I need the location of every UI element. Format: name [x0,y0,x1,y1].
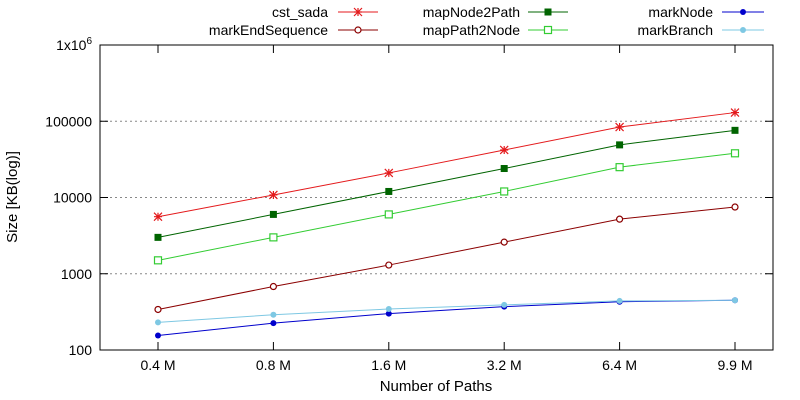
data-point [154,233,162,241]
x-tick-label: 1.6 M [371,357,406,373]
series-line [157,112,736,218]
legend-item-markEndSequence: markEndSequence [209,22,378,38]
series-mapNode2Path [154,126,739,241]
data-point [499,145,509,155]
data-point [730,108,740,117]
y-tick-label: 1000 [61,266,92,282]
y-tick-label: 100000 [45,113,92,129]
legend-item-cst_sada: cst_sada [272,4,378,20]
legend-label: mapNode2Path [423,4,520,20]
y-tick-label: 10000 [53,190,92,206]
data-point [385,261,393,269]
x-tick-label: 9.9 M [717,357,752,373]
y-tick-label: 100 [69,342,93,358]
data-point [384,168,394,178]
data-point [740,9,746,15]
data-point [154,305,162,314]
data-point [385,305,392,312]
legend-item-mapNode2Path: mapNode2Path [423,4,568,20]
x-axis-label: Number of Paths [380,378,493,395]
grid-lines [100,120,773,275]
series-markBranch [155,297,738,326]
data-point [269,210,277,218]
data-point [269,282,277,291]
data-point [385,310,392,317]
data-point [270,320,277,327]
legend-label: mapPath2Node [423,22,521,38]
data-point [354,26,362,34]
legend: cst_sada markEndSequence mapNode2Path mapPa… [209,4,764,38]
data-point [730,149,740,158]
x-tick-label: 3.2 M [487,357,522,373]
y-tick-exponent: 6 [86,36,92,47]
data-point [615,122,625,132]
y-axis: 100 1000 10000 100000 1x106 [45,36,773,358]
data-point [740,27,746,33]
y-tick-label: 1x106 [56,36,92,53]
legend-item-markBranch: markBranch [638,22,764,38]
series-mapPath2Node [153,149,740,265]
data-point [616,141,624,149]
data-point [616,297,623,304]
series-cst_sada [153,108,740,222]
data-point [615,215,624,223]
data-point [731,203,739,211]
data-point [268,190,278,200]
series-line [157,129,736,238]
data-point [155,332,161,339]
data-point [732,297,738,304]
data-point [544,8,552,16]
series-markEndSequence [154,203,739,314]
y-axis-label: Size [KB(log)] [4,151,21,243]
data-point [500,238,508,246]
x-tick-label: 0.8 M [256,357,291,373]
data-point [615,163,624,172]
data-point [270,311,277,318]
series-markNode [155,297,738,339]
data-point [543,25,553,35]
legend-label: markNode [648,4,713,20]
data-point [353,7,363,17]
series-line [157,206,736,310]
data-point [385,187,393,195]
data-point [155,319,161,326]
legend-label: markBranch [638,22,713,38]
series-layer [153,108,740,339]
x-tick-label: 0.4 M [140,357,175,373]
data-point [269,233,278,242]
data-point [384,210,393,219]
data-point [501,301,508,308]
legend-item-markNode: markNode [648,4,764,20]
x-tick-label: 6.4 M [602,357,637,373]
x-axis: 0.4 M 0.8 M 1.6 M 3.2 M 6.4 M 9.9 M [140,45,753,373]
series-line [157,299,736,336]
series-line [157,152,736,261]
data-point [153,256,163,265]
data-point [500,187,509,196]
data-point [731,126,739,134]
legend-label: cst_sada [272,4,328,20]
legend-item-mapPath2Node: mapPath2Node [423,22,568,38]
data-point [153,212,163,222]
legend-label: markEndSequence [209,22,328,38]
data-point [500,165,508,173]
series-line [157,299,736,323]
